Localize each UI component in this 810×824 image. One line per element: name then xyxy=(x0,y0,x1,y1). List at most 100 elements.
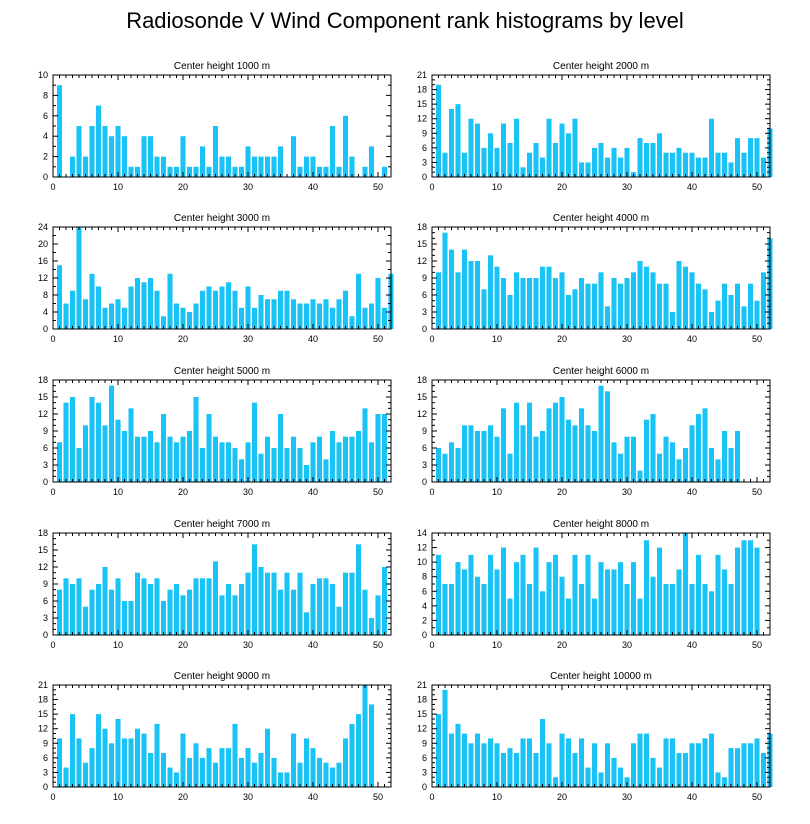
histogram-bar xyxy=(539,591,546,635)
histogram-bar xyxy=(585,767,591,787)
histogram-bar xyxy=(507,598,513,635)
histogram-bar xyxy=(572,118,578,177)
histogram-bar xyxy=(56,589,63,635)
histogram-bar xyxy=(154,723,160,787)
histogram-bar xyxy=(474,261,481,329)
chart-title: Center height 9000 m xyxy=(174,671,270,682)
histogram-bar xyxy=(167,273,173,329)
histogram-bar xyxy=(533,436,539,482)
histogram-bar xyxy=(630,562,637,635)
histogram-bar xyxy=(676,459,682,482)
histogram-bar xyxy=(271,448,277,482)
histogram-bar xyxy=(513,272,520,329)
x-tick-label: 20 xyxy=(557,792,567,802)
histogram-bar xyxy=(520,738,526,787)
histogram-bar xyxy=(56,738,63,787)
histogram-bar xyxy=(193,397,199,482)
histogram-bar xyxy=(108,743,115,787)
histogram-bar xyxy=(598,385,604,482)
histogram-bar xyxy=(277,772,284,787)
histogram-bar xyxy=(598,772,604,787)
histogram-bar xyxy=(702,157,708,177)
histogram-bar xyxy=(69,714,76,787)
x-tick-label: 0 xyxy=(429,792,434,802)
histogram-bar xyxy=(637,261,643,329)
histogram-bar xyxy=(487,738,494,787)
histogram-bar xyxy=(277,414,284,482)
histogram-bar xyxy=(682,533,689,635)
histogram-bar xyxy=(715,554,721,635)
histogram-bar xyxy=(173,772,180,787)
histogram-bar xyxy=(303,465,310,482)
histogram-bar xyxy=(342,738,349,787)
y-tick-label: 6 xyxy=(422,753,427,763)
chart-title: Center height 8000 m xyxy=(553,519,649,530)
chart-panel-8: Center height 8000 m 0 10 20 30 40 50 0 2 4 6 8 10 12… xyxy=(417,519,771,650)
histogram-bar xyxy=(128,166,134,177)
y-tick-label: 0 xyxy=(422,172,427,182)
y-tick-label: 9 xyxy=(43,426,48,436)
histogram-bar xyxy=(336,606,342,635)
histogram-bar xyxy=(585,554,591,635)
histogram-bar xyxy=(303,303,310,329)
histogram-bar xyxy=(336,442,342,482)
x-tick-label: 30 xyxy=(243,487,253,497)
histogram-bar xyxy=(277,589,284,635)
histogram-bar xyxy=(76,227,82,329)
y-tick-label: 18 xyxy=(38,528,48,538)
y-tick-label: 15 xyxy=(417,239,427,249)
histogram-bar xyxy=(435,448,442,482)
histogram-bar xyxy=(741,743,747,787)
histogram-bar xyxy=(82,299,89,329)
histogram-bar xyxy=(617,157,624,177)
histogram-bar xyxy=(76,448,82,482)
histogram-bar xyxy=(455,448,461,482)
histogram-bar xyxy=(173,584,180,635)
histogram-bar xyxy=(650,272,656,329)
histogram-bar xyxy=(56,265,63,329)
histogram-bar xyxy=(461,152,468,177)
histogram-bar xyxy=(468,554,474,635)
histogram-bar xyxy=(362,408,368,482)
chart-panel-3: Center height 3000 m 0 10 20 30 40 50 0 4 8 12 16 20… xyxy=(38,213,394,344)
histogram-bar xyxy=(271,299,277,329)
histogram-bar xyxy=(154,156,160,177)
histogram-bar xyxy=(56,85,63,177)
histogram-bar xyxy=(186,312,193,329)
histogram-bar xyxy=(565,738,572,787)
histogram-bar xyxy=(572,753,578,787)
x-tick-label: 0 xyxy=(50,182,55,192)
histogram-bar xyxy=(604,306,611,329)
histogram-bar xyxy=(225,748,232,787)
histogram-bar xyxy=(754,138,760,177)
x-tick-label: 40 xyxy=(308,334,318,344)
histogram-bar xyxy=(160,414,167,482)
histogram-bar xyxy=(362,685,368,787)
histogram-bar xyxy=(115,578,121,635)
histogram-bar xyxy=(128,738,134,787)
histogram-bar xyxy=(271,156,277,177)
histogram-bar xyxy=(585,425,591,482)
histogram-bar xyxy=(526,278,533,329)
histogram-bar xyxy=(455,723,461,787)
x-tick-label: 50 xyxy=(752,792,762,802)
histogram-bar xyxy=(689,584,695,635)
histogram-bar xyxy=(747,540,754,635)
y-tick-label: 12 xyxy=(38,724,48,734)
histogram-bar xyxy=(134,278,141,329)
histogram-bar xyxy=(186,431,193,482)
histogram-bar xyxy=(507,453,513,482)
histogram-bar xyxy=(147,753,154,787)
x-tick-label: 0 xyxy=(429,640,434,650)
histogram-bar xyxy=(663,436,669,482)
histogram-bar xyxy=(193,578,199,635)
histogram-bar xyxy=(238,584,245,635)
histogram-bar xyxy=(147,136,154,177)
histogram-bar xyxy=(546,118,552,177)
y-tick-label: 4 xyxy=(422,601,427,611)
histogram-bar xyxy=(624,147,630,177)
histogram-bar xyxy=(245,286,251,329)
histogram-bar xyxy=(349,723,355,787)
y-tick-label: 9 xyxy=(422,738,427,748)
histogram-bar xyxy=(186,589,193,635)
